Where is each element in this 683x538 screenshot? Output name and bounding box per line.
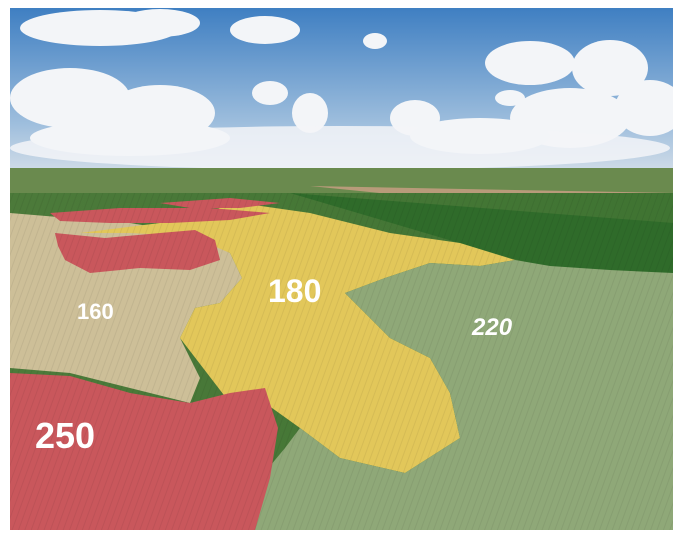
crop-rows — [10, 193, 673, 530]
clouds — [10, 9, 673, 170]
zone-label-180: 180 — [268, 273, 321, 309]
aerial-field-photo: 160 180 220 250 — [10, 8, 673, 530]
zone-label-160: 160 — [77, 299, 114, 324]
zone-label-220: 220 — [471, 314, 513, 341]
zone-label-250: 250 — [35, 415, 95, 456]
